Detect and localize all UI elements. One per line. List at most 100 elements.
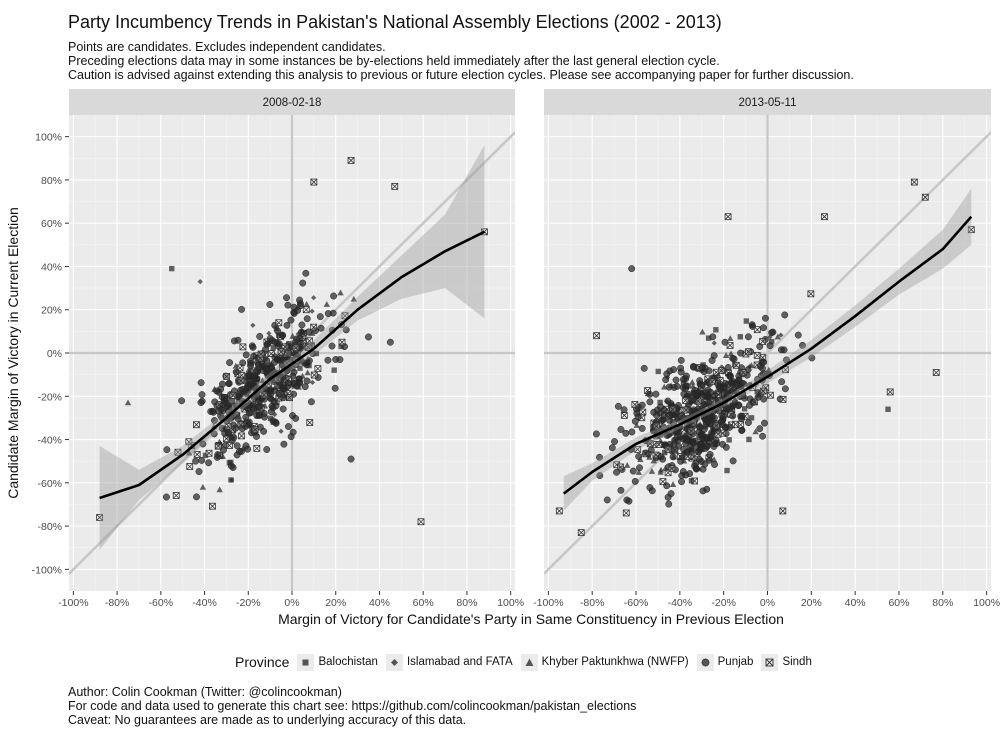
data-point-balochistan <box>657 399 663 406</box>
data-point-sindh-cross <box>223 435 230 442</box>
data-point-punjab <box>666 412 673 420</box>
data-point-punjab <box>614 402 622 410</box>
data-point-punjab <box>640 364 648 372</box>
data-point-punjab <box>256 332 264 340</box>
data-point-punjab <box>682 372 690 380</box>
data-point-punjab <box>230 434 238 442</box>
diamond-marker-icon <box>385 653 403 671</box>
data-point-sindh-cross <box>239 343 247 351</box>
data-point-sindh-cross <box>639 408 647 416</box>
data-point-sindh-cross <box>286 394 293 401</box>
data-point-punjab <box>628 428 636 436</box>
x-tick-label: -40% <box>192 597 217 609</box>
data-point-sindh-cross <box>209 502 216 510</box>
data-point-punjab <box>671 436 679 444</box>
data-point-balochistan <box>680 380 687 386</box>
data-point-punjab <box>674 402 682 409</box>
data-point-punjab <box>669 453 677 461</box>
data-point-punjab <box>699 487 707 495</box>
data-point-punjab <box>706 450 714 458</box>
data-point-sindh-cross <box>186 463 194 470</box>
data-point-punjab <box>653 411 661 419</box>
data-point-punjab <box>704 418 711 426</box>
data-point-sindh-cross <box>251 426 259 433</box>
data-point-sindh-cross <box>967 226 975 233</box>
data-point-sindh-cross <box>726 342 734 349</box>
data-point-punjab <box>708 357 716 364</box>
data-point-punjab <box>646 484 654 492</box>
data-point-punjab <box>677 356 685 364</box>
data-point-punjab <box>303 315 311 323</box>
data-point-khyber <box>697 428 705 435</box>
legend-title: Province <box>235 654 290 670</box>
x-tick-label: -20% <box>236 597 261 609</box>
data-point-punjab <box>229 402 237 410</box>
data-point-punjab <box>232 368 240 376</box>
data-point-sindh-cross <box>714 430 722 438</box>
data-point-sindh-cross <box>314 365 322 372</box>
data-point-punjab <box>198 456 206 464</box>
x-tick-label: 40% <box>845 597 866 609</box>
data-point-punjab <box>703 443 711 451</box>
data-point-punjab <box>225 380 233 387</box>
data-point-khyber <box>727 350 735 357</box>
y-tick-label: 100% <box>35 132 62 144</box>
data-point-balochistan <box>678 454 685 461</box>
data-point-islamabad-fata <box>715 383 721 389</box>
triangle-marker-icon <box>520 653 538 671</box>
data-point-khyber <box>323 301 330 307</box>
data-point-punjab <box>314 373 322 381</box>
x-tick-label: -60% <box>149 597 174 609</box>
data-point-islamabad-fata <box>778 332 784 338</box>
data-point-sindh-cross <box>733 362 740 369</box>
data-point-punjab <box>631 477 639 485</box>
data-point-punjab <box>620 406 628 414</box>
data-point-punjab <box>710 414 718 422</box>
data-point-punjab <box>253 433 260 440</box>
data-point-balochistan <box>275 332 282 338</box>
data-point-punjab <box>291 339 299 347</box>
data-point-islamabad-fata <box>767 334 773 340</box>
data-point-balochistan <box>885 406 891 412</box>
data-point-balochistan <box>655 368 661 375</box>
data-point-sindh-cross <box>347 157 355 164</box>
data-point-balochistan <box>743 318 750 324</box>
data-point-punjab <box>592 430 600 438</box>
legend-item-islamabad-fata: Islamabad and FATA <box>385 653 513 671</box>
data-point-sindh-cross <box>556 507 563 515</box>
facet-strip <box>544 89 991 115</box>
data-point-khyber <box>657 469 664 475</box>
legend-label: Khyber Paktunkhwa (NWFP) <box>541 656 689 668</box>
data-point-khyber <box>242 417 249 423</box>
data-point-punjab <box>328 342 336 350</box>
data-point-punjab <box>263 341 271 349</box>
data-point-balochistan <box>226 460 233 466</box>
data-point-punjab <box>283 321 291 329</box>
data-point-sindh-cross <box>257 350 265 358</box>
data-point-sindh-cross <box>631 401 639 408</box>
data-point-punjab <box>284 423 292 430</box>
data-point-khyber <box>350 295 358 302</box>
data-point-punjab <box>730 355 738 363</box>
data-point-punjab <box>242 351 250 359</box>
reference-line-diagonal <box>544 131 991 575</box>
data-point-punjab <box>299 279 307 287</box>
data-point-punjab <box>317 324 325 332</box>
data-point-balochistan <box>228 477 234 483</box>
data-point-khyber <box>637 456 644 462</box>
data-point-punjab <box>781 385 789 393</box>
data-point-punjab <box>628 265 636 273</box>
data-point-punjab <box>692 392 700 400</box>
data-point-punjab <box>699 465 707 473</box>
data-point-sindh-cross <box>417 518 425 526</box>
data-point-punjab <box>290 368 298 376</box>
data-point-sindh-cross <box>260 391 268 399</box>
data-point-balochistan <box>713 327 719 333</box>
data-point-punjab <box>734 402 742 410</box>
data-point-sindh-cross <box>306 419 314 426</box>
square-x-marker-icon <box>761 653 779 671</box>
legend-item-punjab: Punjab <box>696 653 753 671</box>
data-point-sindh-cross <box>226 442 233 449</box>
x-tick-label: 40% <box>369 597 390 609</box>
data-point-punjab <box>289 428 297 436</box>
